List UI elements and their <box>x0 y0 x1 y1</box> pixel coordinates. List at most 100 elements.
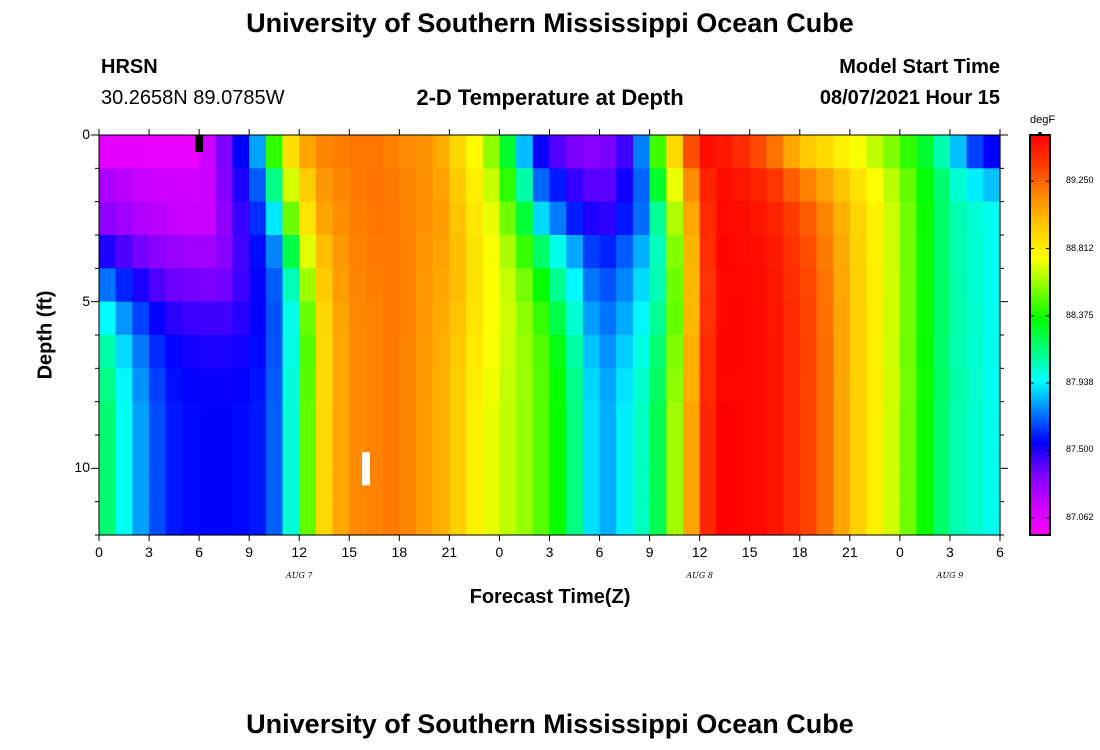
heatmap-cell <box>516 301 534 336</box>
heatmap-cell <box>566 435 584 469</box>
heatmap-cell <box>582 235 601 269</box>
heatmap-cell <box>249 168 267 203</box>
heatmap-cell <box>833 468 851 503</box>
heatmap-cell <box>399 268 417 303</box>
heatmap-cell <box>582 301 601 336</box>
heatmap-cell <box>699 201 717 236</box>
heatmap-cell <box>883 401 901 436</box>
heatmap-cell <box>766 301 784 336</box>
heatmap-cell <box>733 335 751 369</box>
heatmap-cell <box>299 235 317 269</box>
heatmap-cell <box>749 501 768 536</box>
heatmap-cell <box>599 401 617 436</box>
heatmap-cell <box>215 301 234 336</box>
heatmap-cell <box>833 401 851 436</box>
heatmap-cell <box>249 468 267 503</box>
heatmap-cell <box>866 335 884 369</box>
heatmap-cell <box>699 501 717 536</box>
heatmap-cell <box>349 501 367 536</box>
heatmap-cell <box>783 435 801 469</box>
colorbar-gradient <box>1029 134 1051 536</box>
heatmap-cell <box>499 468 517 503</box>
heatmap-cell <box>799 468 818 503</box>
heatmap-cell <box>416 201 434 236</box>
heatmap-cell <box>916 335 934 369</box>
heatmap-cell <box>265 435 284 469</box>
heatmap-cell <box>566 135 584 169</box>
heatmap-cell <box>299 435 317 469</box>
heatmap-cell <box>733 435 751 469</box>
heatmap-cell <box>766 168 784 203</box>
heatmap-cell <box>599 335 617 369</box>
colorbar-tick-label: 87.938 <box>1066 377 1094 387</box>
heatmap-cell <box>649 301 667 336</box>
heatmap-cell <box>699 135 717 169</box>
heatmap-cell <box>265 135 284 169</box>
heatmap-cell <box>132 368 150 403</box>
heatmap-cell <box>599 435 617 469</box>
heatmap-cell <box>232 501 250 536</box>
heatmap-cell <box>332 201 350 236</box>
x-tick-label: 3 <box>946 544 954 560</box>
heatmap-cell <box>282 501 300 536</box>
heatmap-cell <box>432 435 450 469</box>
heatmap-cell <box>799 235 818 269</box>
heatmap-cell <box>833 268 851 303</box>
heatmap-cell <box>149 401 167 436</box>
heatmap-cell <box>349 268 367 303</box>
heatmap-cell <box>532 301 551 336</box>
heatmap-cell <box>616 335 634 369</box>
heatmap-cell <box>666 501 684 536</box>
heatmap-cell <box>916 435 934 469</box>
heatmap-cell <box>549 501 567 536</box>
heatmap-cell <box>966 501 984 536</box>
heatmap-cell <box>666 268 684 303</box>
heatmap-cell <box>416 435 434 469</box>
heatmap-cell <box>582 335 601 369</box>
heatmap-cell <box>299 368 317 403</box>
heatmap-cell <box>916 168 934 203</box>
heatmap-cell <box>883 468 901 503</box>
heatmap-cell <box>716 401 734 436</box>
heatmap-cell <box>783 168 801 203</box>
heatmap-cell <box>983 401 1001 436</box>
heatmap-cell <box>215 135 234 169</box>
heatmap-cell <box>849 335 868 369</box>
heatmap-cell <box>632 468 651 503</box>
heatmap-cell <box>616 368 634 403</box>
heatmap-cell <box>632 301 651 336</box>
heatmap-cell <box>783 301 801 336</box>
x-date-label: AUG 8 <box>686 571 713 580</box>
heatmap-cell <box>149 468 167 503</box>
heatmap-cell <box>716 168 734 203</box>
heatmap-cell <box>766 135 784 169</box>
heatmap-cell <box>833 235 851 269</box>
heatmap-cell <box>816 301 834 336</box>
heatmap-cell <box>499 501 517 536</box>
heatmap-cell <box>599 135 617 169</box>
heatmap-cell <box>99 501 117 536</box>
heatmap-cell <box>949 135 968 169</box>
heatmap-cell <box>115 468 133 503</box>
heatmap-cell <box>349 401 367 436</box>
heatmap-cell <box>499 201 517 236</box>
heatmap-cell <box>466 201 484 236</box>
heatmap-cell <box>499 435 517 469</box>
heatmap-cell <box>315 301 334 336</box>
axis-ticks <box>91 129 1008 541</box>
heatmap-cell <box>132 435 150 469</box>
heatmap-cell <box>332 468 350 503</box>
heatmap-cell <box>916 301 934 336</box>
heatmap-cell <box>482 235 501 269</box>
heatmap-cell <box>215 501 234 536</box>
heatmap-cell <box>549 435 567 469</box>
heatmap-cell <box>899 335 918 369</box>
heatmap-cell <box>265 201 284 236</box>
station-name: HRSN <box>101 56 158 78</box>
heatmap-cell <box>149 268 167 303</box>
heatmap-cell <box>382 235 400 269</box>
heatmap-cell <box>849 301 868 336</box>
heatmap-cell <box>432 368 450 403</box>
heatmap-cell <box>349 168 367 203</box>
heatmap-cell <box>182 435 200 469</box>
